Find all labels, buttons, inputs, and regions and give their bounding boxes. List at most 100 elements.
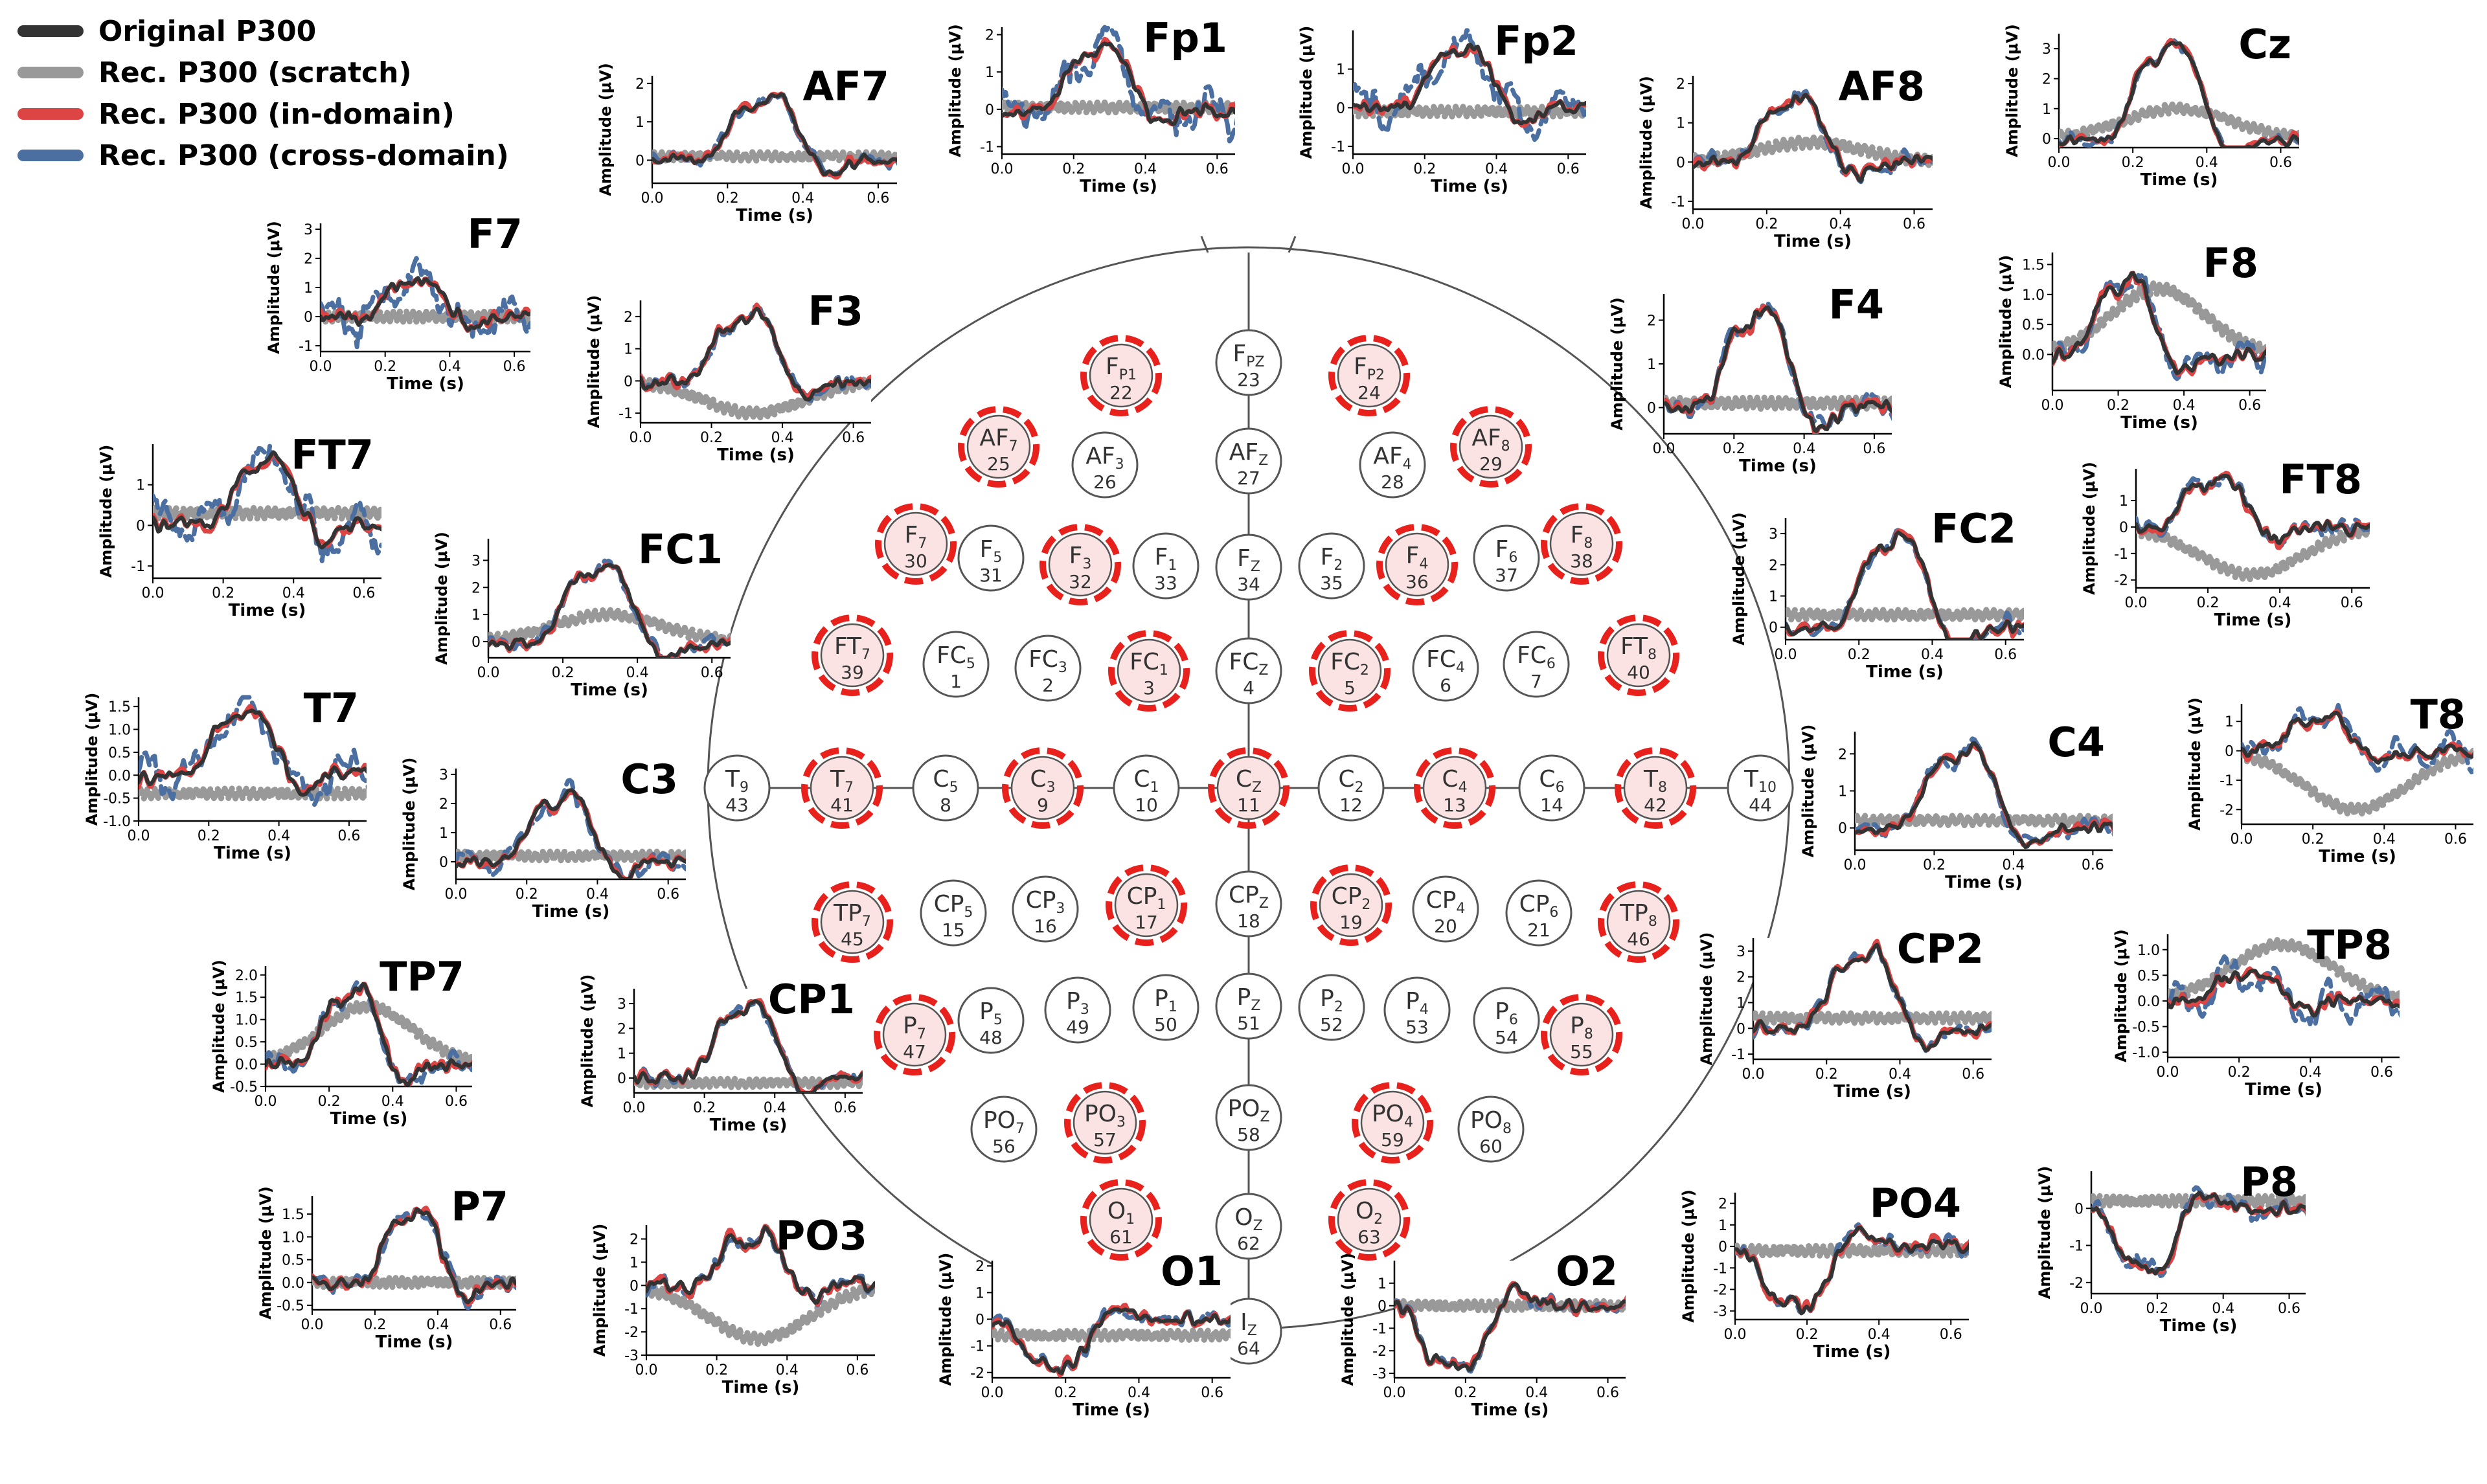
y-axis-label: Amplitude (μV) (2080, 462, 2098, 595)
x-axis-label: Time (s) (1945, 873, 2023, 892)
electrode-circle (1317, 638, 1382, 703)
panel-po4: 0.0 0.2 0.4 0.6 -3 -2 -1 0 1 2 Time (s) Amplitude (… (1679, 1180, 1969, 1362)
electrode-name: C6 (1539, 766, 1564, 796)
panel-title: P7 (451, 1183, 508, 1230)
electrode-circle (1518, 754, 1585, 822)
electrode-number: 24 (1357, 382, 1381, 403)
y-tick-label: -0.5 (277, 1298, 304, 1314)
x-tick-label: 0.6 (1206, 161, 1229, 177)
y-tick-label: 1 (1336, 62, 1345, 78)
panel-cz: 0.0 0.2 0.4 0.6 0 1 2 3 Time (s) Amplitude (μV) Cz (2003, 21, 2299, 190)
x-tick-label: 0.2 (700, 430, 723, 446)
x-axis-label: Time (s) (1471, 1400, 1549, 1420)
x-tick-label: 0.4 (1868, 1327, 1891, 1343)
electrode-name: PO3 (1084, 1101, 1126, 1130)
y-axis-label: Amplitude (μV) (1679, 1189, 1698, 1323)
y-tick-label: 1.5 (235, 990, 258, 1006)
series-original (312, 1207, 516, 1305)
x-tick-label: 0.4 (282, 585, 305, 601)
electrode-name: F7 (905, 522, 927, 552)
y-tick-label: 1 (1769, 589, 1778, 605)
x-tick-label: 0.2 (1723, 441, 1745, 457)
electrode-circle (1727, 754, 1794, 822)
y-tick-label: 1 (439, 826, 448, 842)
electrode-name: F8 (1571, 522, 1593, 552)
electrode-number: 33 (1154, 572, 1177, 594)
y-tick-label: -3 (1372, 1366, 1387, 1382)
x-axis-label: Time (s) (571, 680, 648, 700)
electrode-circle (1114, 873, 1179, 938)
y-tick-label: -1 (1713, 1261, 1727, 1277)
y-tick-label: 2 (975, 1259, 984, 1275)
x-tick-label: 0.0 (991, 161, 1014, 177)
x-tick-label: 0.4 (2299, 1064, 2322, 1081)
electrode-name: FPZ (1232, 341, 1264, 370)
electrode-name: P7 (903, 1013, 926, 1042)
y-tick-label: 0 (2225, 744, 2234, 760)
y-axis-label: Amplitude (μV) (210, 960, 228, 1093)
electrode-number: 36 (1405, 571, 1429, 592)
electrode-name: AFZ (1229, 439, 1268, 469)
electrode-circle (883, 512, 948, 576)
electrode-number: 62 (1237, 1233, 1260, 1254)
y-tick-label: 1 (975, 1285, 984, 1301)
y-tick-label: 3 (471, 553, 481, 569)
series-original (1353, 43, 1586, 126)
y-tick-label: 2 (617, 1021, 626, 1037)
series-lines (1786, 528, 2024, 640)
electrode-circle (1014, 635, 1082, 702)
plot-area (641, 300, 871, 423)
electrode-number: 64 (1237, 1338, 1260, 1359)
electrode-name: P4 (1405, 988, 1429, 1018)
y-tick-label: 2 (471, 580, 481, 596)
nasion-mark (1200, 236, 1209, 253)
y-tick-label: 2 (985, 28, 994, 44)
x-axis-label: Time (s) (2214, 611, 2292, 630)
electrode-number: 56 (992, 1136, 1016, 1157)
panel-cp1: 0.0 0.2 0.4 0.6 0 1 2 3 Time (s) Amplitude (μV) CP… (578, 974, 863, 1135)
y-axis-label: Amplitude (μV) (83, 693, 101, 826)
y-tick-label: 0 (1647, 401, 1656, 417)
electrode-name: IZ (1240, 1309, 1257, 1339)
electrode-name: AF8 (1471, 425, 1510, 455)
series-original (488, 563, 731, 658)
electrode-circle (1071, 431, 1139, 499)
series-original (2059, 40, 2299, 148)
x-tick-label: 0.6 (2082, 857, 2104, 873)
x-tick-label: 0.6 (2341, 595, 2363, 611)
electrode-circle (1215, 427, 1282, 495)
nasion-mark (1288, 236, 1297, 253)
y-tick-label: 1.5 (282, 1207, 304, 1223)
x-axis-label: Time (s) (1866, 662, 1944, 682)
panel-title: FC2 (1931, 505, 2016, 552)
electrode-circle (1503, 631, 1570, 698)
x-tick-label: 0.4 (2002, 857, 2025, 873)
series-scratch (641, 376, 871, 421)
x-tick-label: 0.2 (198, 828, 220, 844)
y-tick-label: 2 (624, 309, 633, 326)
y-tick-label: 0.0 (235, 1057, 258, 1074)
electrode-circle (970, 1096, 1038, 1163)
y-axis-label: Amplitude (μV) (2112, 929, 2130, 1062)
electrode-circle (1473, 987, 1540, 1054)
electrode-name: FP1 (1106, 354, 1137, 383)
x-axis-label: Time (s) (722, 1378, 800, 1397)
x-tick-label: 0.0 (255, 1094, 277, 1110)
electrode-number: 34 (1237, 574, 1260, 595)
x-tick-label: 0.0 (2157, 1064, 2179, 1081)
y-tick-label: 1 (2042, 102, 2051, 118)
series-scratch (1735, 1242, 1969, 1259)
series-original (321, 276, 530, 332)
y-tick-label: 0.0 (108, 768, 131, 784)
y-tick-label: 3 (617, 996, 626, 1013)
electrode-number: 14 (1540, 794, 1563, 816)
electrode-name: AF4 (1373, 443, 1411, 473)
highlight-ring (1002, 747, 1084, 829)
